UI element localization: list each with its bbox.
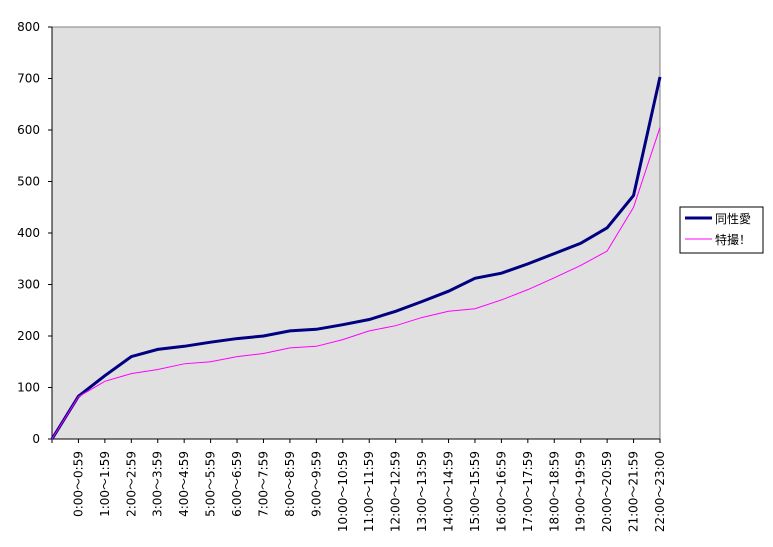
legend-label: 同性愛: [715, 212, 751, 226]
x-tick-label: 19:00～19:59: [574, 451, 588, 532]
y-tick-label: 0: [32, 432, 40, 446]
y-tick-label: 300: [17, 278, 40, 292]
y-tick-label: 400: [17, 226, 40, 240]
x-tick-label: 22:00～23:00: [653, 451, 667, 532]
x-tick-label: 13:00～13:59: [415, 451, 429, 532]
x-tick-label: 4:00～4:59: [177, 451, 191, 517]
y-tick-label: 200: [17, 329, 40, 343]
x-tick-label: 10:00～10:59: [336, 451, 350, 532]
series-line: [51, 127, 661, 440]
legend-label: 特撮！: [715, 232, 751, 247]
x-tick-label: 18:00～18:59: [547, 451, 561, 532]
x-tick-label: 7:00～7:59: [256, 451, 270, 517]
x-tick-label: 6:00～6:59: [230, 451, 244, 517]
x-tick-label: 9:00～9:59: [309, 451, 323, 517]
x-tick-label: 0:00～0:59: [71, 451, 85, 517]
x-tick-label: 14:00～14:59: [442, 451, 456, 532]
y-tick-label: 500: [17, 175, 40, 189]
legend-box: [679, 206, 764, 254]
x-tick-label: 15:00～15:59: [468, 451, 482, 532]
plot-area: [51, 26, 661, 440]
y-tick-label: 800: [17, 20, 40, 34]
x-tick-label: 20:00～20:59: [600, 451, 614, 532]
y-tick-label: 600: [17, 123, 40, 137]
series-line: [50, 76, 662, 440]
y-tick-label: 700: [17, 72, 40, 86]
x-tick-label: 1:00～1:59: [98, 451, 112, 517]
x-tick-label: 5:00～5:59: [204, 451, 218, 517]
x-tick-label: 17:00～17:59: [521, 451, 535, 532]
x-tick-label: 11:00～11:59: [362, 451, 376, 532]
x-tick-label: 16:00～16:59: [494, 451, 508, 532]
y-tick-label: 100: [17, 381, 40, 395]
x-tick-label: 3:00～3:59: [151, 451, 165, 517]
x-tick-label: 8:00～8:59: [283, 451, 297, 517]
x-tick-label: 21:00～21:59: [627, 451, 641, 532]
x-tick-label: 12:00～12:59: [389, 451, 403, 532]
x-tick-label: 2:00～2:59: [124, 451, 138, 517]
